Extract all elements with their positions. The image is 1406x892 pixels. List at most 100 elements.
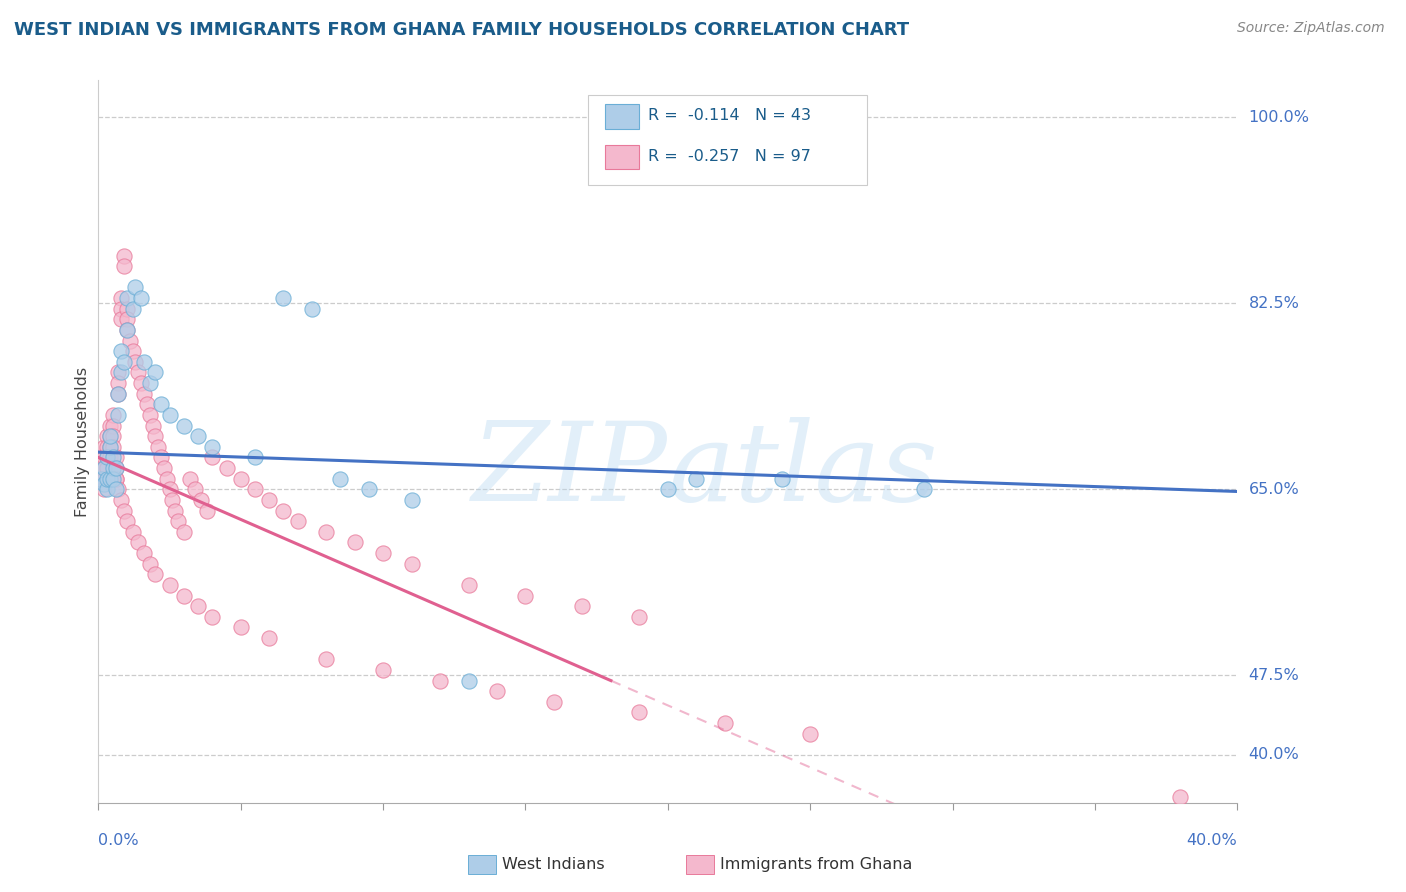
Point (315, 524, 337, 539)
Point (187, 599, 209, 614)
Text: 82.5%: 82.5% (1249, 296, 1299, 311)
Point (429, 673, 451, 688)
Point (115, 323, 138, 337)
Point (201, 440, 224, 454)
Point (104, 472, 127, 486)
FancyBboxPatch shape (605, 145, 640, 169)
Point (101, 429, 124, 443)
Point (287, 514, 309, 528)
Y-axis label: Family Households: Family Households (75, 367, 90, 516)
Text: West Indians: West Indians (502, 857, 605, 871)
Text: WEST INDIAN VS IMMIGRANTS FROM GHANA FAMILY HOUSEHOLDS CORRELATION CHART: WEST INDIAN VS IMMIGRANTS FROM GHANA FAM… (14, 21, 910, 38)
Point (190, 493, 212, 508)
Point (173, 589, 195, 603)
Point (112, 249, 135, 263)
Point (112, 503, 135, 517)
Text: 40.0%: 40.0% (1187, 833, 1237, 848)
Point (401, 557, 423, 571)
Point (93, 477, 115, 491)
Point (167, 514, 190, 528)
Point (110, 493, 132, 508)
Point (104, 483, 127, 497)
Point (112, 259, 135, 273)
Point (101, 461, 124, 475)
Point (96, 483, 118, 497)
Point (259, 631, 281, 645)
Point (98, 440, 121, 454)
Point (98, 418, 121, 433)
Point (112, 355, 135, 369)
Point (912, 483, 935, 497)
Point (179, 472, 201, 486)
Point (373, 546, 395, 560)
Point (187, 429, 209, 443)
Point (162, 493, 184, 508)
Point (148, 440, 170, 454)
Point (159, 408, 181, 422)
Point (93, 461, 115, 475)
Point (110, 366, 132, 380)
Point (110, 312, 132, 326)
Point (159, 483, 181, 497)
Point (215, 461, 238, 475)
Point (135, 397, 157, 411)
Point (96, 429, 118, 443)
Point (115, 301, 138, 316)
Text: 65.0%: 65.0% (1249, 482, 1299, 497)
Text: Source: ZipAtlas.com: Source: ZipAtlas.com (1237, 21, 1385, 35)
Text: 0.0%: 0.0% (98, 833, 139, 848)
Point (110, 291, 132, 305)
Point (329, 472, 352, 486)
Point (90, 461, 112, 475)
Point (110, 344, 132, 359)
Point (129, 291, 152, 305)
Point (104, 461, 127, 475)
Point (401, 493, 423, 508)
Point (571, 599, 593, 614)
Point (132, 546, 155, 560)
Point (121, 344, 143, 359)
Point (138, 557, 160, 571)
Point (799, 727, 821, 741)
Point (543, 695, 565, 709)
Point (515, 589, 537, 603)
Point (104, 472, 127, 486)
Point (121, 301, 143, 316)
Text: Immigrants from Ghana: Immigrants from Ghana (720, 857, 912, 871)
Point (104, 450, 127, 465)
Point (115, 514, 138, 528)
Point (121, 524, 143, 539)
Point (628, 706, 651, 720)
Point (90, 472, 112, 486)
Point (98, 450, 121, 465)
Point (457, 673, 479, 688)
Point (243, 450, 266, 465)
Point (486, 684, 509, 698)
Point (129, 376, 152, 390)
Point (101, 408, 124, 422)
Point (118, 334, 141, 348)
Point (96, 450, 118, 465)
Point (145, 567, 167, 582)
Point (101, 440, 124, 454)
Point (96, 440, 118, 454)
Point (98, 440, 121, 454)
Point (173, 418, 195, 433)
Point (1170, 790, 1192, 805)
Point (107, 366, 129, 380)
Point (145, 429, 167, 443)
Point (132, 386, 155, 401)
Point (273, 291, 295, 305)
Point (770, 472, 793, 486)
Point (229, 472, 252, 486)
Point (101, 472, 124, 486)
Text: 100.0%: 100.0% (1249, 110, 1309, 125)
Point (201, 450, 224, 465)
Point (90, 472, 112, 486)
Point (96, 461, 118, 475)
Text: R =  -0.257   N = 97: R = -0.257 N = 97 (648, 149, 811, 163)
Point (110, 301, 132, 316)
Point (173, 524, 195, 539)
Text: 40.0%: 40.0% (1249, 747, 1299, 763)
Point (90, 450, 112, 465)
